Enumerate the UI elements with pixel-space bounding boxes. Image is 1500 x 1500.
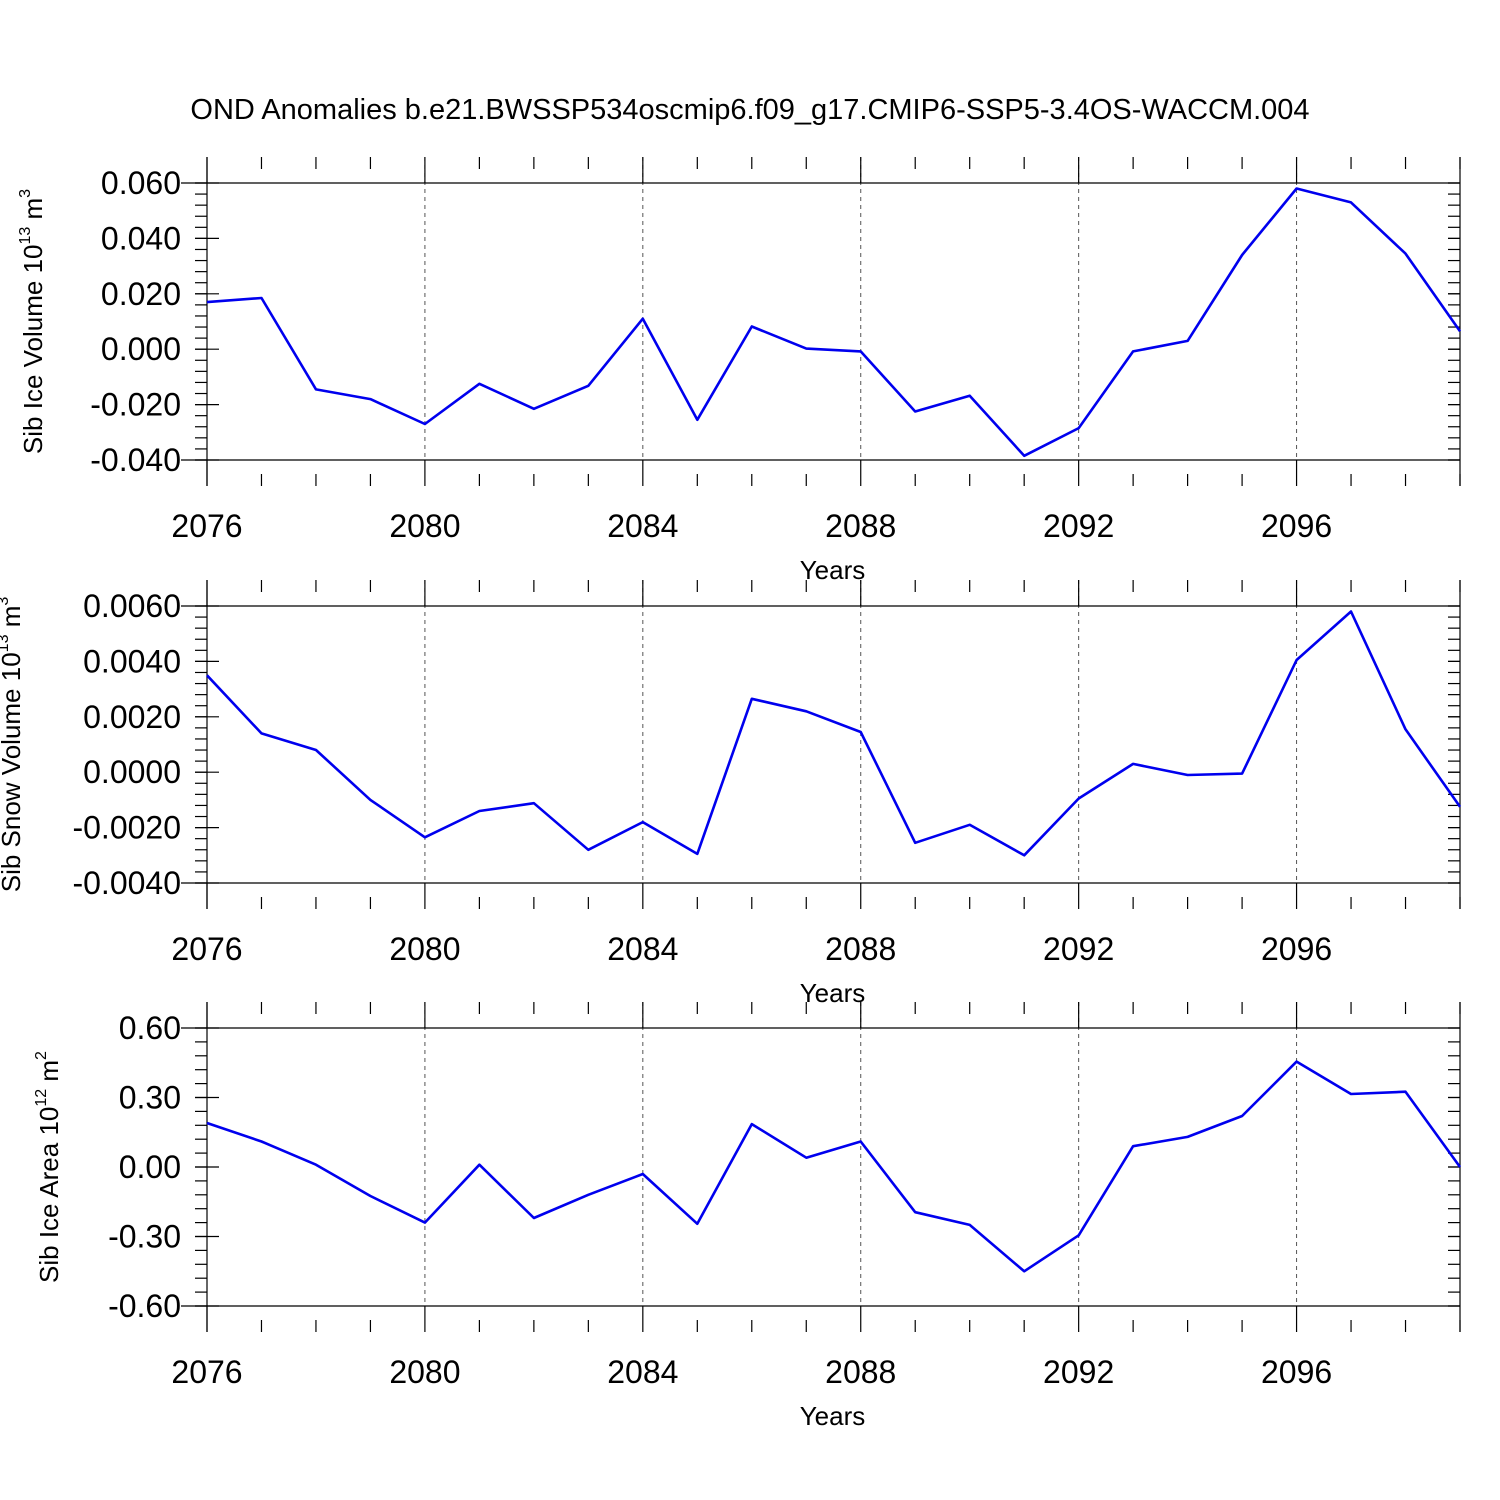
y-tick-label: 0.00 <box>119 1149 181 1185</box>
x-tick-label: 2080 <box>389 508 460 544</box>
x-tick-label: 2096 <box>1261 508 1332 544</box>
series-line <box>206 1060 1462 1273</box>
x-tick-label: 2084 <box>607 508 678 544</box>
x-tick-label: 2088 <box>825 508 896 544</box>
y-tick-label: 0.30 <box>119 1080 181 1116</box>
y-tick-label: -0.0020 <box>72 810 181 846</box>
y-axis-title: Sib Ice Area 1012 m2 <box>33 1051 64 1283</box>
x-tick-label: 2088 <box>825 931 896 967</box>
y-tick-label: -0.60 <box>108 1288 181 1324</box>
x-tick-label: 2084 <box>607 931 678 967</box>
y-tick-label: -0.0040 <box>72 865 181 901</box>
x-tick-label: 2088 <box>825 1354 896 1390</box>
y-tick-label: 0.020 <box>101 276 181 312</box>
series-line <box>206 610 1462 857</box>
y-tick-label: -0.040 <box>90 442 181 478</box>
x-axis-title: Years <box>800 1401 866 1431</box>
y-tick-label: -0.020 <box>90 387 181 423</box>
y-tick-label: 0.040 <box>101 220 181 256</box>
chart-panel-3: -0.60 -0.30 0.00 0.30 0.60 2076 2080 2084 2088 20… <box>33 1002 1462 1431</box>
x-tick-label: 2092 <box>1043 931 1114 967</box>
x-tick-label: 2096 <box>1261 931 1332 967</box>
y-tick-label: 0.0060 <box>83 588 181 624</box>
x-tick-label: 2092 <box>1043 508 1114 544</box>
y-axis-title: Sib Ice Volume 1013 m3 <box>17 189 48 454</box>
y-axis-title: Sib Snow Volume 1013 m3 <box>0 597 26 893</box>
y-tick-label: 0.60 <box>119 1010 181 1046</box>
x-tick-label: 2096 <box>1261 1354 1332 1390</box>
series-line <box>206 187 1462 458</box>
y-tick-label: 0.0040 <box>83 643 181 679</box>
x-tick-label: 2076 <box>171 508 242 544</box>
x-tick-label: 2076 <box>171 1354 242 1390</box>
y-tick-label: 0.0000 <box>83 754 181 790</box>
chart-panel-2: -0.0040 -0.0020 0.0000 0.0020 0.0040 0.0060 20… <box>0 580 1462 1008</box>
x-axis-title: Years <box>800 555 866 585</box>
x-tick-label: 2080 <box>389 931 460 967</box>
y-tick-label: 0.0020 <box>83 699 181 735</box>
y-tick-label: -0.30 <box>108 1219 181 1255</box>
chart-title: OND Anomalies b.e21.BWSSP534oscmip6.f09_… <box>190 94 1309 126</box>
x-tick-label: 2076 <box>171 931 242 967</box>
x-tick-label: 2080 <box>389 1354 460 1390</box>
x-tick-label: 2092 <box>1043 1354 1114 1390</box>
chart-panel-1: -0.040 -0.020 0.000 0.020 0.040 0.060 2076 2080… <box>17 157 1462 585</box>
x-tick-label: 2084 <box>607 1354 678 1390</box>
y-tick-label: 0.060 <box>101 165 181 201</box>
y-tick-label: 0.000 <box>101 331 181 367</box>
x-axis-title: Years <box>800 978 866 1008</box>
